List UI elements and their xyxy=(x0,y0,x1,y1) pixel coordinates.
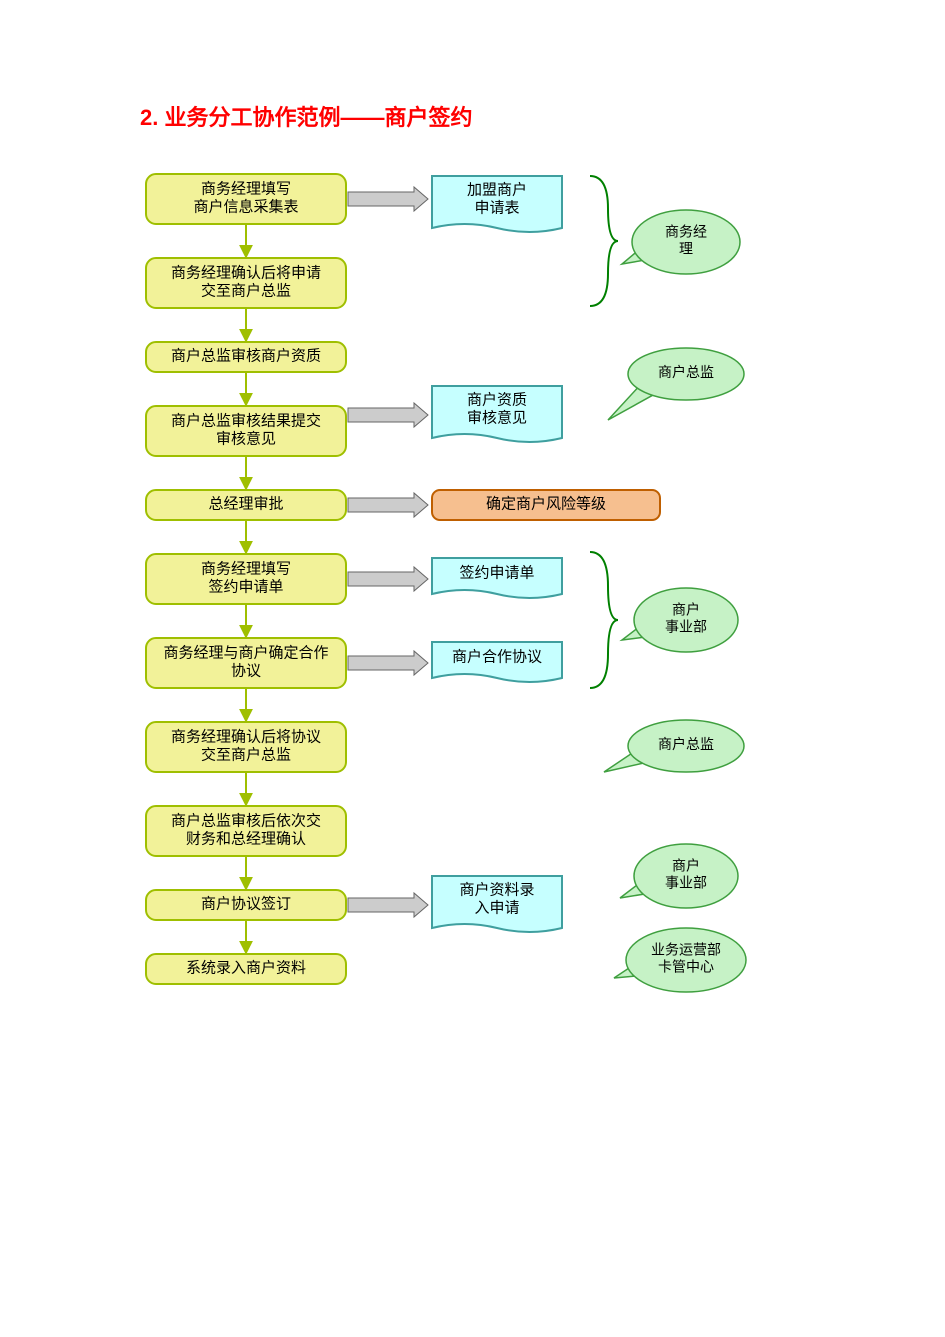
document-node: 签约申请单 xyxy=(432,558,562,598)
role-callout: 商务经理 xyxy=(622,210,740,274)
svg-text:入申请: 入申请 xyxy=(474,899,519,916)
svg-text:卡管中心: 卡管中心 xyxy=(658,960,714,976)
process-node: 商户总监审核结果提交审核意见 xyxy=(146,406,346,456)
svg-text:商务经理填写: 商务经理填写 xyxy=(201,180,291,197)
svg-text:事业部: 事业部 xyxy=(665,620,707,636)
process-node: 商户协议签订 xyxy=(146,890,346,920)
svg-text:商户合作协议: 商户合作协议 xyxy=(452,648,542,665)
svg-text:商务经理填写: 商务经理填写 xyxy=(201,560,291,577)
process-node: 商务经理填写签约申请单 xyxy=(146,554,346,604)
process-node: 商户总监审核后依次交财务和总经理确认 xyxy=(146,806,346,856)
process-node: 总经理审批 xyxy=(146,490,346,520)
process-node: 商务经理确认后将协议交至商户总监 xyxy=(146,722,346,772)
svg-text:商务经理与商户确定合作: 商务经理与商户确定合作 xyxy=(163,644,328,661)
svg-text:商户总监审核后依次交: 商户总监审核后依次交 xyxy=(171,811,321,829)
svg-text:商户资质: 商户资质 xyxy=(467,391,527,408)
svg-text:审核意见: 审核意见 xyxy=(467,408,527,426)
role-callout: 商户总监 xyxy=(608,348,744,420)
svg-text:业务运营部: 业务运营部 xyxy=(651,943,721,959)
process-node: 商务经理与商户确定合作协议 xyxy=(146,638,346,688)
document-node: 商户资质审核意见 xyxy=(432,386,562,442)
svg-text:总经理审批: 总经理审批 xyxy=(208,495,283,512)
process-node: 系统录入商户资料 xyxy=(146,954,346,984)
document-node: 商户资料录入申请 xyxy=(432,876,562,932)
svg-text:商务经: 商务经 xyxy=(665,225,707,241)
document-node: 加盟商户申请表 xyxy=(432,176,562,232)
svg-text:申请表: 申请表 xyxy=(474,199,519,216)
process-node: 商务经理填写商户信息采集表 xyxy=(146,174,346,224)
svg-text:确定商户风险等级: 确定商户风险等级 xyxy=(486,494,606,512)
svg-text:财务和总经理确认: 财务和总经理确认 xyxy=(186,830,306,847)
svg-text:商户协议签订: 商户协议签订 xyxy=(201,895,291,912)
svg-text:加盟商户: 加盟商户 xyxy=(467,181,527,198)
svg-text:事业部: 事业部 xyxy=(665,876,707,892)
svg-text:交至商户总监: 交至商户总监 xyxy=(201,281,291,299)
role-callout: 商户事业部 xyxy=(620,844,738,908)
svg-text:协议: 协议 xyxy=(231,662,261,679)
svg-text:商户信息采集表: 商户信息采集表 xyxy=(193,198,298,215)
decision-node: 确定商户风险等级 xyxy=(432,490,660,520)
svg-text:系统录入商户资料: 系统录入商户资料 xyxy=(186,959,306,976)
process-node: 商户总监审核商户资质 xyxy=(146,342,346,372)
svg-text:商户总监: 商户总监 xyxy=(658,364,714,381)
process-node: 商务经理确认后将申请交至商户总监 xyxy=(146,258,346,308)
svg-text:商户总监审核结果提交: 商户总监审核结果提交 xyxy=(171,411,321,429)
svg-text:理: 理 xyxy=(679,243,693,258)
svg-text:签约申请单: 签约申请单 xyxy=(459,564,534,581)
svg-text:商户: 商户 xyxy=(672,602,700,619)
svg-text:2. 业务分工协作范例——商户签约: 2. 业务分工协作范例——商户签约 xyxy=(140,105,472,130)
svg-text:商户: 商户 xyxy=(672,858,700,875)
svg-text:商务经理确认后将申请: 商务经理确认后将申请 xyxy=(171,264,321,281)
svg-text:审核意见: 审核意见 xyxy=(216,429,276,447)
svg-text:商户总监: 商户总监 xyxy=(658,736,714,753)
svg-text:商务经理确认后将协议: 商务经理确认后将协议 xyxy=(171,728,321,745)
role-callout: 业务运营部卡管中心 xyxy=(614,928,746,992)
role-callout: 商户事业部 xyxy=(622,588,738,652)
svg-text:商户总监审核商户资质: 商户总监审核商户资质 xyxy=(171,347,321,364)
document-node: 商户合作协议 xyxy=(432,642,562,682)
svg-text:签约申请单: 签约申请单 xyxy=(208,578,283,595)
svg-text:商户资料录: 商户资料录 xyxy=(459,881,534,898)
svg-text:交至商户总监: 交至商户总监 xyxy=(201,745,291,763)
role-callout: 商户总监 xyxy=(604,720,744,772)
